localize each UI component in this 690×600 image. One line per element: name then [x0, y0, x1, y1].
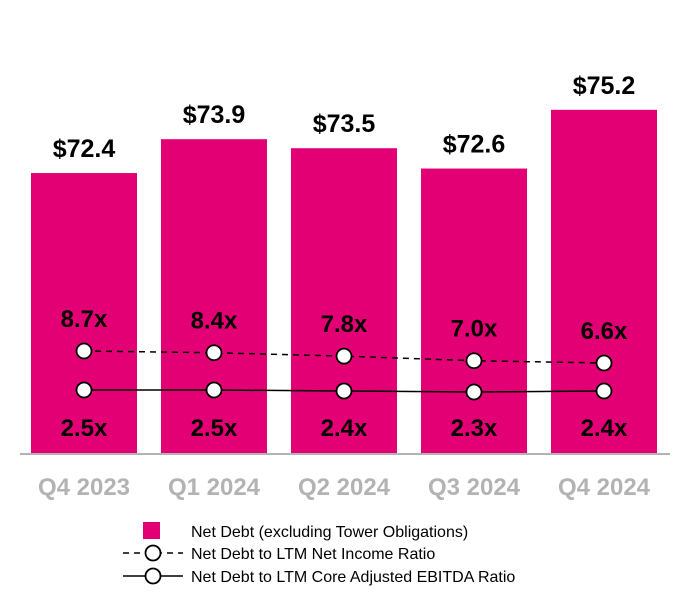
- net-income-ratio-point: [335, 347, 353, 365]
- bar-value-label: $73.5: [313, 110, 376, 138]
- net-income-ratio-point: [595, 354, 613, 372]
- x-tick-label: Q1 2024: [168, 474, 261, 501]
- bar-q2-2024: [291, 148, 397, 453]
- net-income-ratio-line: [83, 350, 605, 364]
- x-tick-labels: Q4 2023 Q1 2024 Q2 2024 Q3 2024 Q4 2024: [38, 474, 651, 501]
- ebitda-ratio-point: [595, 382, 613, 400]
- ebitda-ratio-label: 2.5x: [61, 415, 108, 442]
- net-income-ratio-label: 7.8x: [321, 311, 368, 338]
- legend-label-net-income-ratio: Net Debt to LTM Net Income Ratio: [191, 546, 435, 563]
- bar-value-label: $72.4: [53, 135, 116, 163]
- ebitda-ratio-label: 2.4x: [581, 415, 628, 442]
- x-tick-label: Q3 2024: [428, 474, 521, 501]
- net-income-ratio-label: 8.7x: [61, 306, 108, 333]
- legend-label-ebitda-ratio: Net Debt to LTM Core Adjusted EBITDA Rat…: [191, 569, 515, 586]
- ebitda-ratio-point: [465, 383, 483, 401]
- legend-marker-solid: [144, 567, 162, 585]
- bars-layer: $72.4 $73.9 $73.5 $72.6 $75.2: [31, 72, 657, 454]
- bar-q3-2024: [421, 168, 527, 453]
- net-income-ratio-label: 8.4x: [191, 308, 238, 335]
- net-income-ratio-label: 6.6x: [581, 318, 628, 345]
- legend-label-net-debt: Net Debt (excluding Tower Obligations): [191, 524, 468, 541]
- legend-marker-dashed: [144, 544, 162, 562]
- net-income-ratio-point: [465, 352, 483, 370]
- legend-swatch-bar: [143, 522, 160, 539]
- bar-q4-2024: [551, 109, 657, 454]
- x-tick-label: Q2 2024: [298, 474, 391, 501]
- x-tick-label: Q4 2024: [558, 474, 651, 501]
- ebitda-ratio-point: [335, 382, 353, 400]
- ebitda-ratio-label: 2.5x: [191, 415, 238, 442]
- lines-layer: 8.7x 8.4x 7.8x 7.0x 6.6x 2.5x 2.5x 2.4x 2.3x 2.4x: [61, 306, 628, 442]
- bar-value-label: $73.9: [183, 101, 246, 129]
- ebitda-ratio-point: [75, 381, 93, 399]
- bar-q1-2024: [161, 139, 267, 453]
- net-income-ratio-point: [75, 342, 93, 360]
- net-income-ratio-point: [205, 344, 223, 362]
- legend: Net Debt (excluding Tower Obligations) Ne…: [123, 522, 515, 586]
- net-income-ratio-label: 7.0x: [451, 316, 498, 343]
- bar-value-label: $72.6: [443, 131, 506, 159]
- bar-value-label: $75.2: [573, 72, 636, 100]
- x-tick-label: Q4 2023: [38, 474, 130, 501]
- ebitda-ratio-label: 2.3x: [451, 415, 498, 442]
- ebitda-ratio-point: [205, 381, 223, 399]
- ebitda-ratio-label: 2.4x: [321, 415, 368, 442]
- bar-q4-2023: [31, 173, 137, 453]
